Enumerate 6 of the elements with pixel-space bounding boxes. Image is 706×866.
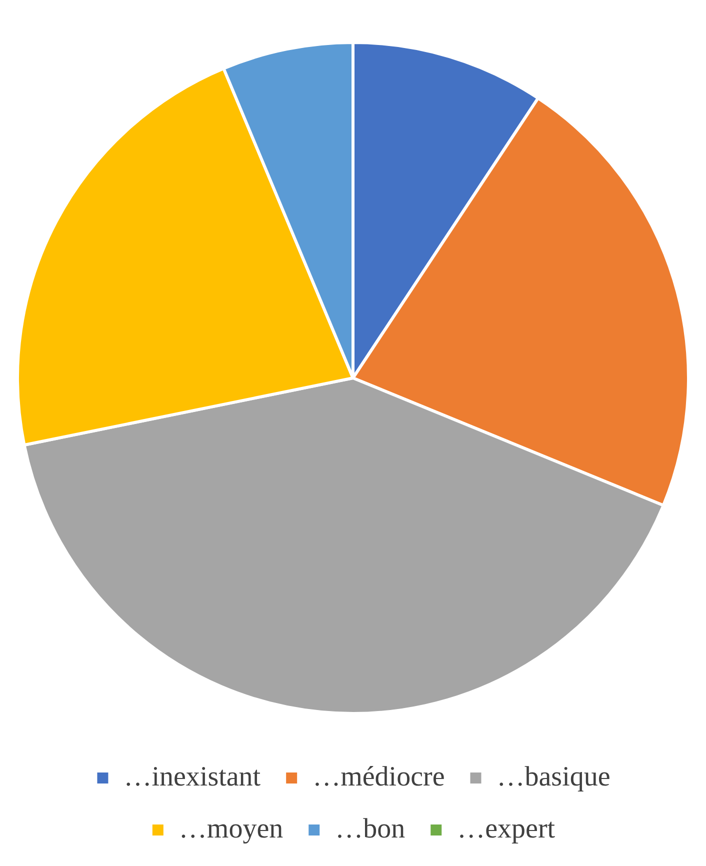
legend-label: …bon xyxy=(335,813,406,844)
legend-label: …moyen xyxy=(178,813,284,844)
legend-label: …inexistant xyxy=(124,761,261,792)
legend-label: …basique xyxy=(496,761,610,792)
legend-label: …médiocre xyxy=(312,761,445,792)
legend-label: …expert xyxy=(457,813,556,844)
